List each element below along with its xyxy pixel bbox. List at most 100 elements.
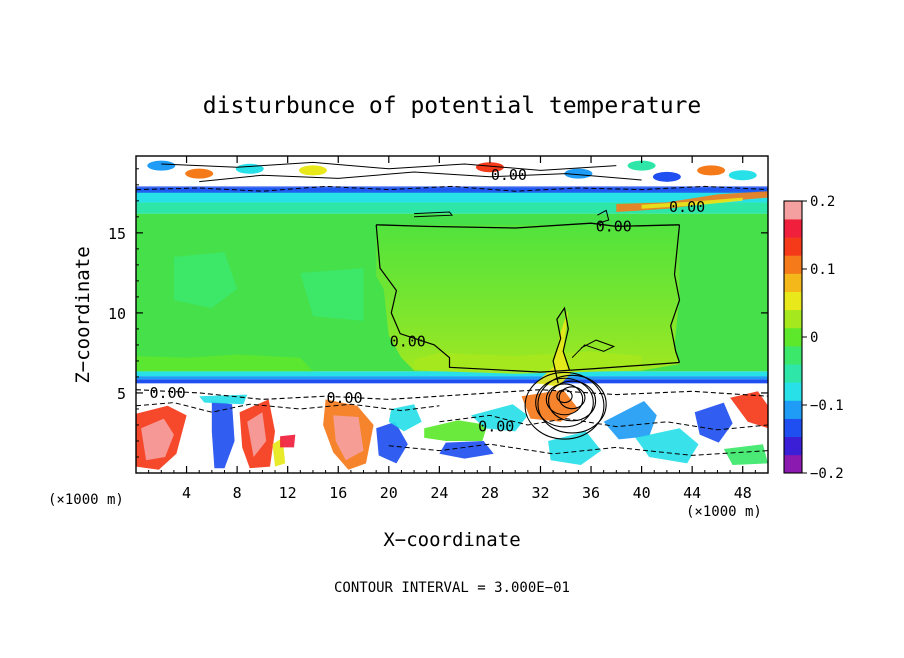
field-bl-green-1: [424, 420, 488, 441]
x-tick-label: 44: [683, 484, 701, 502]
x-tick-label: 16: [329, 484, 347, 502]
field-bl-warm-5: [730, 391, 768, 429]
x-tick-label: 12: [279, 484, 297, 502]
field-strat-patch: [564, 168, 593, 179]
contour-vortex: [535, 377, 594, 428]
field-strat-patch: [652, 171, 681, 182]
field-upper-warm-core: [641, 197, 743, 209]
x-tick-label: 48: [734, 484, 752, 502]
contour-strat-2: [161, 161, 617, 171]
contour-plume-right: [670, 224, 681, 363]
colorbar-tick-label: 0.2: [810, 194, 835, 210]
contour-small-loop: [414, 211, 453, 218]
contour-vortex: [558, 386, 586, 410]
x-tick-label: 40: [633, 484, 651, 502]
x-tick-label: 32: [531, 484, 549, 502]
field-bl-pink-3: [333, 415, 364, 461]
contour-vortex: [537, 374, 607, 434]
field-stratosphere: [136, 156, 768, 189]
field-bl-blue-5: [694, 402, 733, 443]
contour-plume-top: [376, 222, 680, 229]
y-axis-label: Z−coordinate: [72, 246, 94, 383]
contour-bl-top: [136, 389, 768, 400]
x-tick-label: 24: [430, 484, 448, 502]
field-upper-layer: [136, 202, 768, 214]
contour-label: 0.00: [669, 198, 705, 216]
contour-label: 0.00: [326, 389, 362, 407]
field-bl-blue-4: [603, 401, 657, 440]
contour-label: 0.00: [491, 166, 527, 184]
colorbar-tick-label: 0: [810, 330, 818, 346]
field-strat-patch: [475, 162, 504, 173]
colorbar-swatch: [784, 382, 802, 401]
colorbar-swatch: [784, 237, 802, 256]
colorbar-swatch: [784, 255, 802, 274]
field-strat-patch: [147, 160, 176, 171]
colorbar-tick-label: −0.2: [810, 466, 844, 482]
x-axis: 4 8 12 16 20 24 28 32 36 40 44 48: [148, 156, 756, 502]
contour-plume-left: [375, 224, 680, 373]
contour-bl-3: [388, 443, 768, 456]
contour-vortex: [548, 380, 597, 422]
x-tick-label: 36: [582, 484, 600, 502]
contour-label: 0.00: [478, 418, 514, 436]
colorbar-swatch: [784, 327, 802, 347]
colorbar-swatch: [784, 219, 802, 238]
field-strat-patch: [697, 165, 726, 176]
colorbar-swatch: [784, 291, 802, 311]
contour-vortex: [545, 383, 584, 416]
field-bl-green-2: [723, 444, 768, 465]
x-tick-label: 8: [233, 484, 242, 502]
field-strat-patch: [728, 170, 757, 181]
colorbar-swatch: [784, 364, 802, 383]
chart-title: disturbunce of potential temperature: [203, 93, 702, 119]
y-tick-label: 10: [108, 305, 126, 323]
contour-plume-arm: [571, 339, 616, 359]
field-bl-red-spot: [280, 434, 296, 448]
contour-vortex: [556, 389, 573, 404]
field-bl-pink-2: [247, 412, 267, 457]
field-warm-plume: [376, 224, 680, 374]
field-strat-patch: [298, 165, 327, 176]
field-lower-warm: [414, 351, 642, 371]
x-axis-unit: (×1000 m): [48, 492, 124, 508]
y-tick-label: 15: [108, 225, 126, 243]
field-inversion-top: [136, 371, 768, 377]
field-tropopause-blue: [136, 186, 768, 193]
contour-tropopause: [136, 185, 768, 192]
field-cool-patch-1: [173, 252, 238, 309]
contour-bl-2: [439, 414, 768, 431]
field-strat-patch: [627, 160, 656, 171]
colorbar-swatch: [784, 436, 802, 456]
field-bl-pink-1: [141, 418, 174, 461]
colorbar-swatch: [784, 418, 802, 438]
field-bl-blue-2: [376, 421, 408, 464]
x-tick-label: 4: [182, 484, 191, 502]
contour-interval-note: CONTOUR INTERVAL = 3.000E−01: [334, 580, 570, 596]
field-cool-patch-2: [300, 268, 364, 321]
contour-label: 0.00: [390, 333, 426, 351]
contour-label: 0.00: [596, 217, 632, 235]
field-inversion-mid: [136, 376, 768, 380]
colorbar-tick-label: 0.1: [810, 262, 835, 278]
field-inversion-deep: [136, 379, 768, 384]
field-strat-patch: [185, 168, 214, 179]
contour-vortex: [524, 371, 605, 440]
field-bl-cyan-5: [548, 431, 602, 465]
y-axis-unit: (×1000 m): [686, 504, 762, 520]
colorbar-swatch: [784, 400, 802, 419]
contour-small-loop-2: [597, 209, 610, 224]
colorbar-swatch: [784, 273, 802, 292]
colorbar-swatch: [784, 201, 802, 220]
y-axis: 5 10 15: [108, 168, 768, 458]
plot-area: [136, 156, 768, 473]
contour-bl-1: [136, 402, 440, 413]
field-lower-left: [136, 354, 313, 372]
field-tropopause-cyan: [136, 191, 768, 203]
colorbar: 0.2 0.1 0 −0.1 −0.2: [783, 194, 844, 482]
field-bl-cyan-2: [388, 404, 422, 432]
y-tick-label: 5: [117, 385, 126, 403]
colorbar-swatch: [784, 346, 802, 365]
